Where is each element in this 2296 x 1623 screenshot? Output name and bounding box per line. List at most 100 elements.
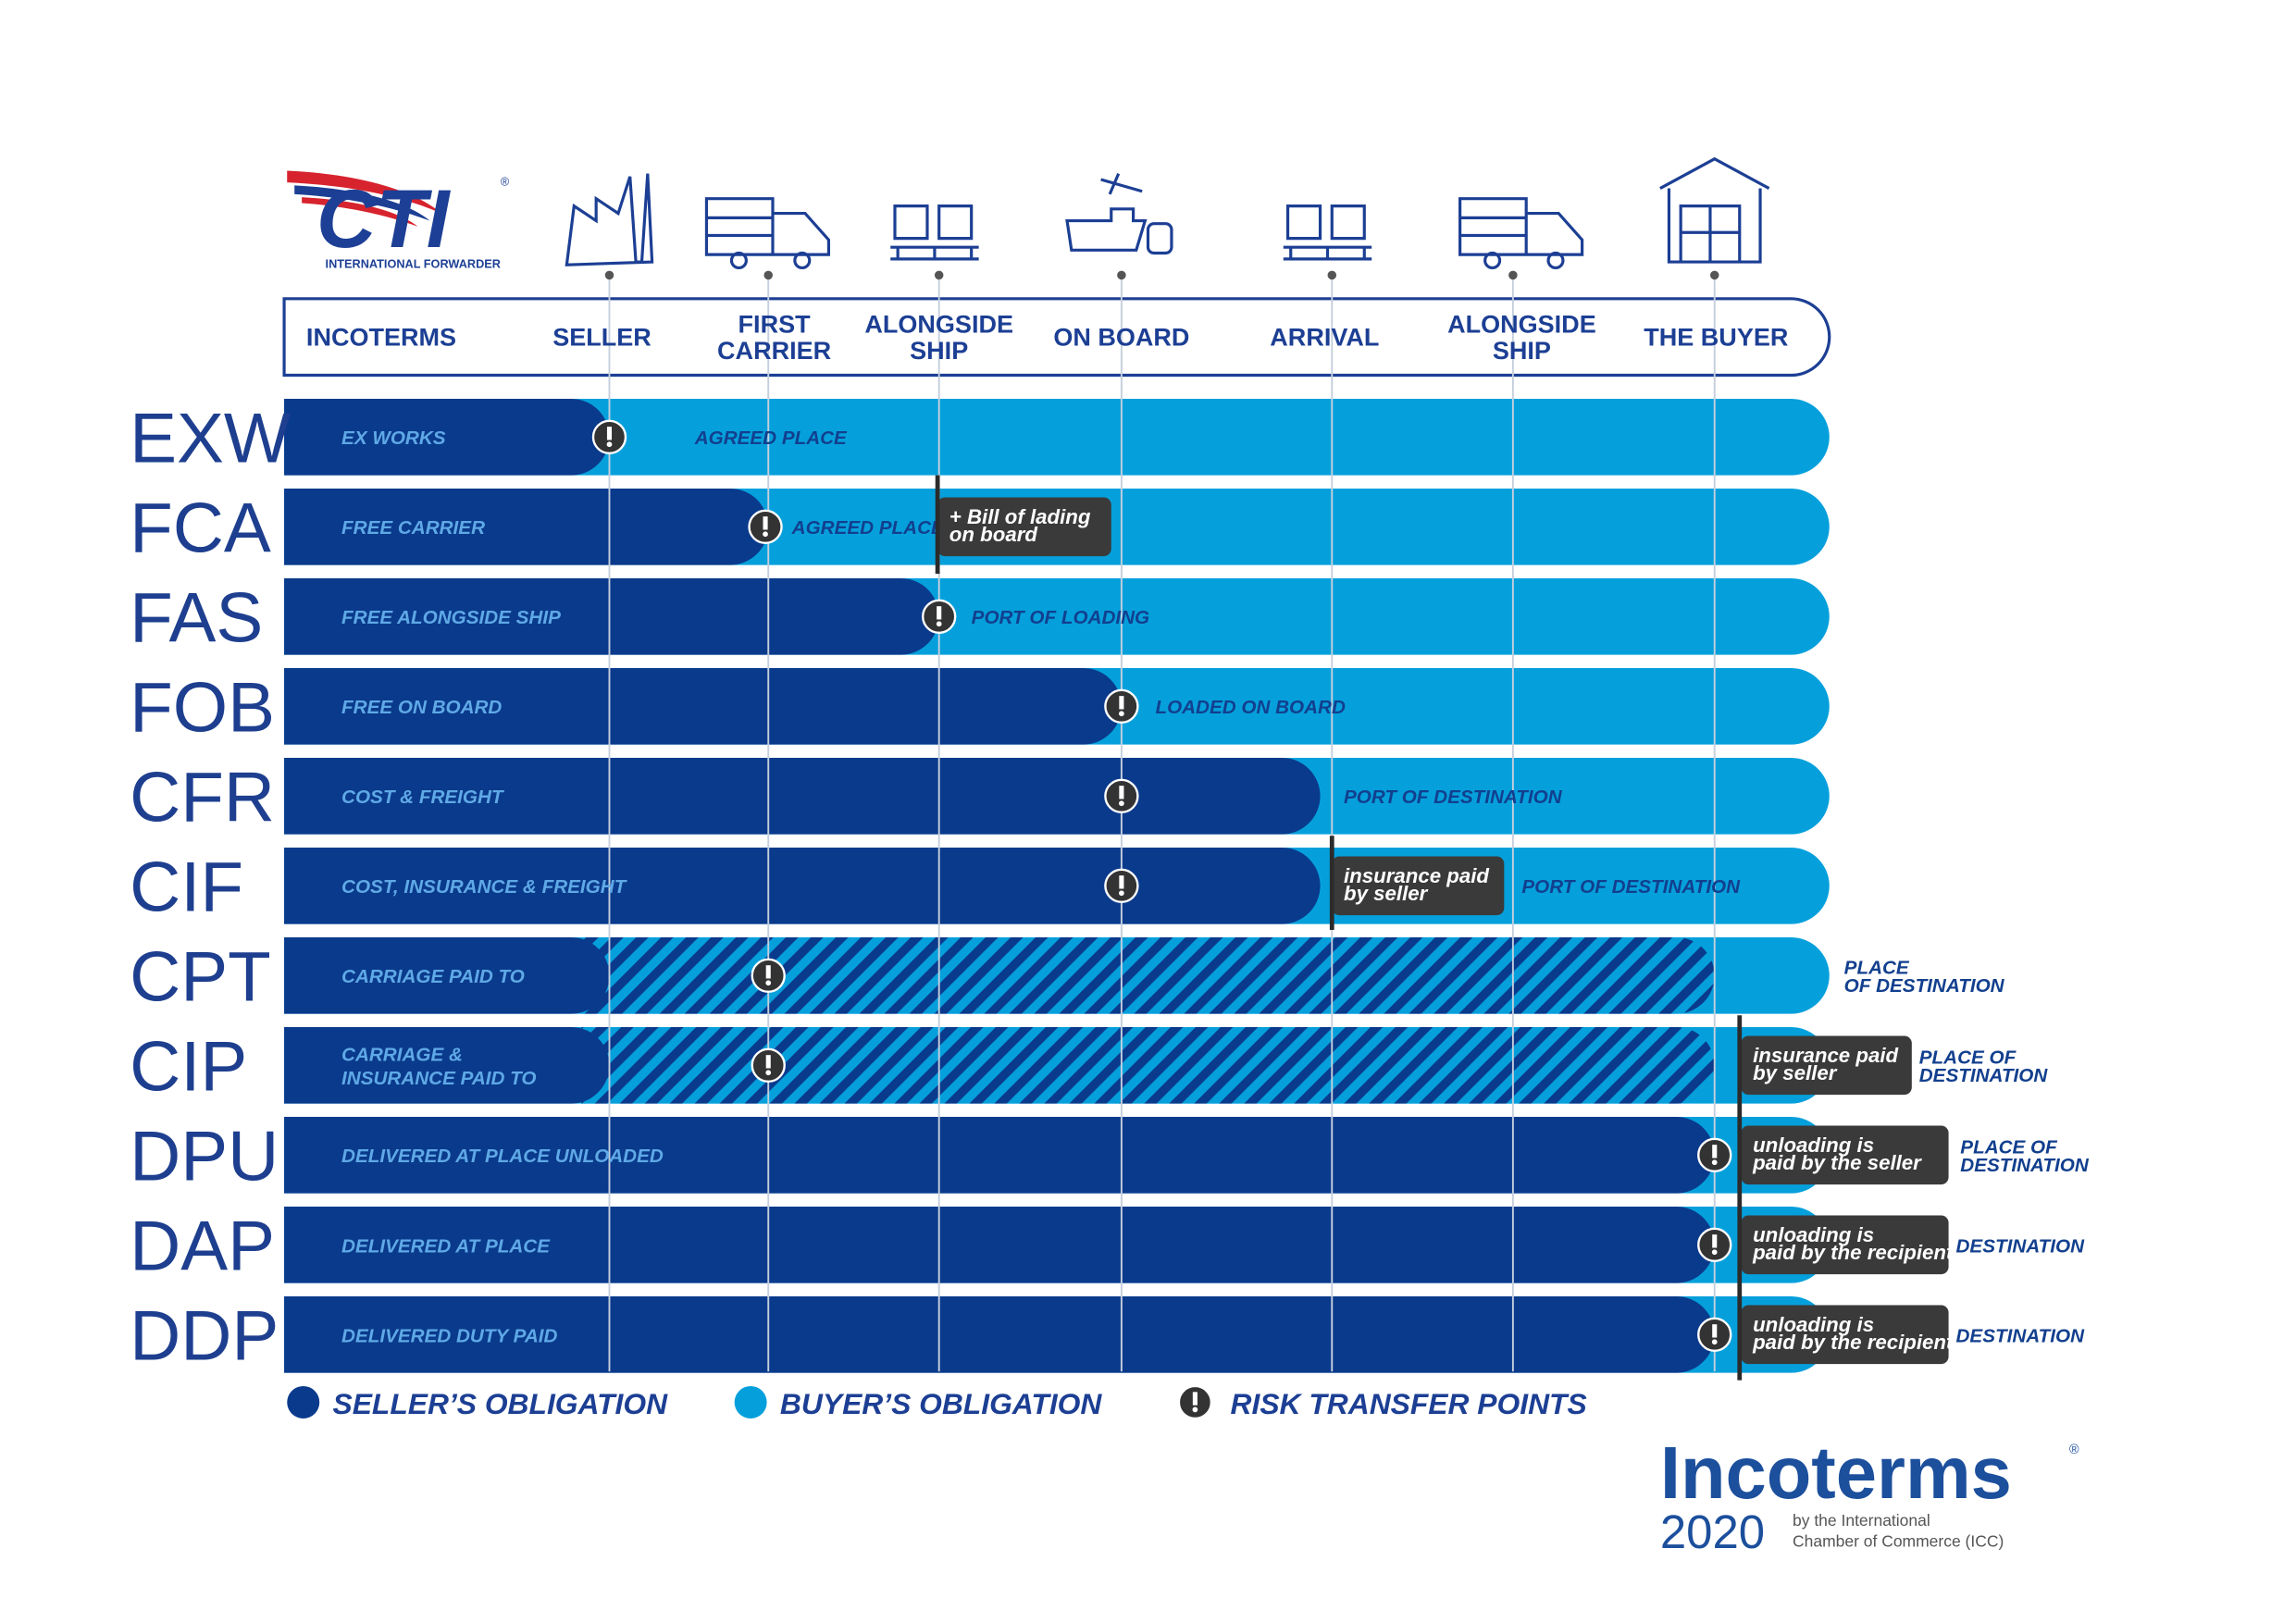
header-label: FIRST — [738, 310, 812, 338]
risk-point-bar — [765, 965, 771, 979]
icons — [1483, 251, 1502, 270]
delivery-place: PLACE OF — [1960, 1137, 2058, 1158]
delivery-place: DESTINATION — [1919, 1065, 2049, 1086]
column-dot — [934, 270, 944, 280]
incoterm-code: CIP — [130, 1027, 247, 1106]
incoterm-name: COST, INSURANCE & FREIGHT — [341, 876, 628, 898]
risk-point-bar — [1119, 875, 1124, 889]
cti-logo — [287, 170, 442, 214]
risk-point-dot — [936, 621, 942, 627]
legend-label: BUYER’S OBLIGATION — [780, 1387, 1102, 1420]
note-text: unloading is — [1753, 1223, 1874, 1246]
header-label: INCOTERMS — [306, 324, 456, 352]
delivery-place: PORT OF DESTINATION — [1344, 787, 1563, 808]
risk-point-dot — [765, 1070, 772, 1076]
delivery-place: PORT OF LOADING — [972, 607, 1149, 628]
header-label: ON BOARD — [1053, 324, 1189, 352]
incoterm-code: DAP — [130, 1207, 275, 1285]
incoterm-name: DELIVERED DUTY PAID — [341, 1325, 557, 1346]
incoterms-logo: Incoterms ® 2020 by the International Ch… — [1660, 1431, 2079, 1558]
icons — [1283, 204, 1372, 261]
header-label: ALONGSIDE — [864, 310, 1013, 338]
incoterm-code: CPT — [130, 937, 271, 1016]
cti-logo — [302, 197, 418, 227]
note-text: paid by the seller — [1752, 1151, 1922, 1174]
risk-point-dot — [1119, 890, 1124, 897]
incoterm-code: FCA — [130, 489, 271, 567]
logo-mark: ® — [501, 174, 510, 188]
delivery-place: DESTINATION — [1956, 1235, 2086, 1257]
footer-byline: Chamber of Commerce (ICC) — [1793, 1531, 2004, 1550]
delivery-place: PORT OF DESTINATION — [1521, 876, 1741, 898]
icons — [729, 251, 748, 270]
icons — [793, 251, 812, 270]
seller-bar — [284, 847, 1321, 924]
note-box — [1741, 1125, 1949, 1185]
incoterm-name: CARRIAGE PAID TO — [341, 966, 525, 987]
icons — [1146, 222, 1173, 255]
note-text: unloading is — [1753, 1134, 1874, 1157]
delivery-place: AGREED PLACE — [694, 427, 848, 449]
overlay: EX WORKS AGREED PLACE FREE CARRIER AGREED P… — [287, 419, 2090, 1420]
note-box — [937, 497, 1111, 557]
legend-label: SELLER’S OBLIGATION — [333, 1387, 669, 1420]
risk-point-bar — [765, 1055, 771, 1069]
incoterm-name: FREE ON BOARD — [341, 697, 502, 718]
note-box — [1332, 856, 1505, 916]
risk-point-dot — [763, 531, 768, 538]
incoterm-name: DELIVERED AT PLACE — [341, 1235, 551, 1257]
seller-bar — [284, 577, 939, 655]
footer-logo-year: 2020 — [1660, 1505, 1765, 1558]
delivery-place: PLACE — [1844, 958, 1910, 979]
delivery-place: OF DESTINATION — [1844, 975, 2005, 997]
rows — [284, 270, 1830, 1373]
note-text: by seller — [1753, 1061, 1838, 1084]
seller-bar — [284, 1206, 1715, 1283]
header-box — [282, 297, 1831, 378]
delivery-place: AGREED PLACE — [791, 517, 945, 539]
risk-point-bar — [1119, 786, 1124, 799]
seller-bar — [284, 488, 769, 565]
cti-logo — [294, 185, 430, 221]
header-label: SHIP — [1493, 337, 1551, 365]
logo-name: CTI — [316, 172, 452, 265]
risk-point-bar — [1712, 1145, 1718, 1158]
column-dot — [1117, 270, 1126, 280]
column-dot — [604, 270, 614, 280]
footer-logo-name: Incoterms — [1660, 1431, 2012, 1514]
column-dot — [1508, 270, 1518, 280]
note-text: paid by the recipient — [1752, 1331, 1955, 1354]
incoterm-code: DPU — [130, 1117, 279, 1196]
risk-point-dot — [1711, 1159, 1718, 1166]
buyer-bar — [284, 398, 1830, 476]
note-text: + Bill of lading — [949, 505, 1091, 528]
footer-logo-mark: ® — [2069, 1443, 2079, 1457]
note-box — [1741, 1215, 1949, 1275]
delivery-place: DESTINATION — [1960, 1155, 2090, 1176]
column-dot — [1327, 270, 1337, 280]
incoterm-name: FREE ALONGSIDE SHIP — [341, 607, 561, 628]
cti-logo: CTI ® INTERNATIONAL FORWARDER — [287, 170, 510, 270]
incoterm-code: EXW — [130, 399, 291, 477]
risk-point-bar — [1119, 696, 1124, 710]
footer-byline: by the International — [1793, 1511, 1930, 1530]
note-text: paid by the recipient — [1752, 1241, 1955, 1264]
note-text: insurance paid — [1344, 864, 1489, 887]
note-box — [1741, 1035, 1912, 1096]
header-label: SELLER — [552, 324, 652, 352]
incoterm-code: FAS — [130, 578, 263, 657]
icons — [1546, 251, 1565, 270]
incoterm-name: INSURANCE PAID TO — [341, 1068, 536, 1089]
delivery-place: DESTINATION — [1956, 1325, 2086, 1346]
incoterm-code: CIF — [130, 848, 243, 926]
risk-point-dot — [1119, 800, 1124, 807]
risk-point-bar — [606, 427, 613, 440]
legend-swatch — [734, 1385, 767, 1419]
header-label: THE BUYER — [1644, 324, 1788, 352]
seller-bar — [284, 936, 610, 1014]
risk-point-bar — [937, 606, 942, 620]
column-dot — [763, 270, 773, 280]
incoterm-code: DDP — [130, 1296, 279, 1375]
